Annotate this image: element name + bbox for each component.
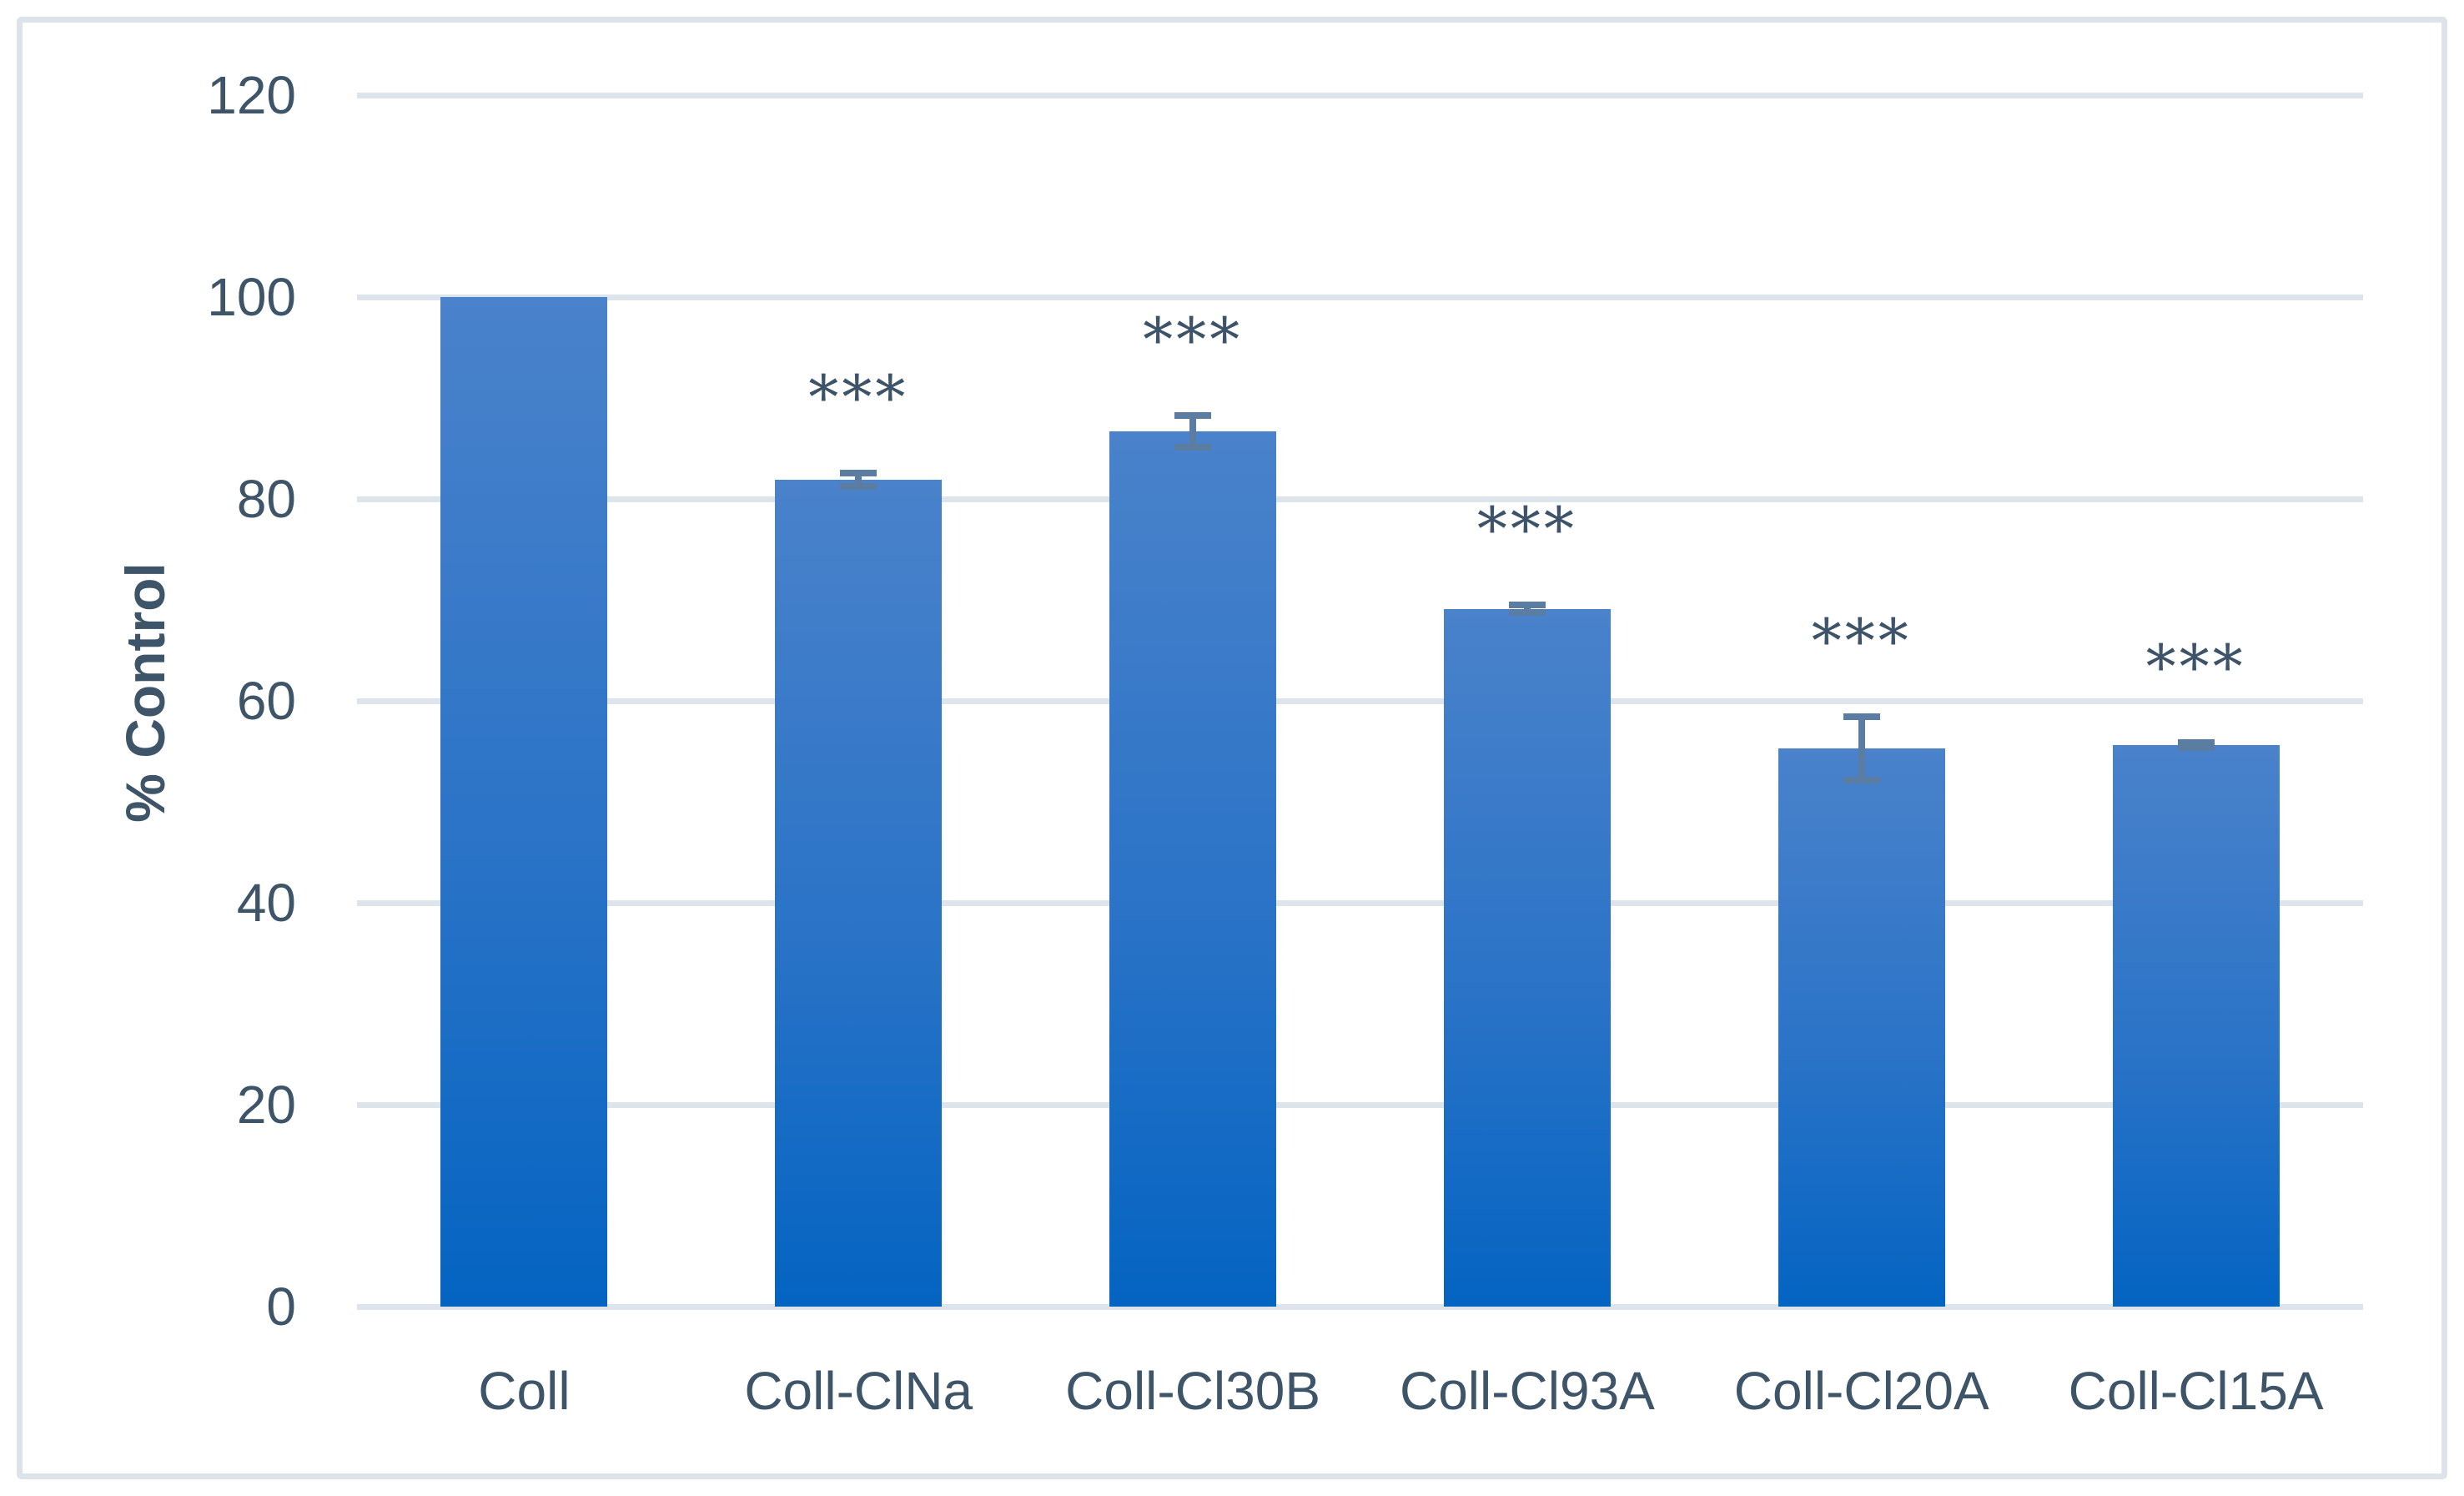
error-bar-Coll-Cl93A [1508, 602, 1546, 617]
gridline-40 [357, 899, 2363, 906]
x-tick-label-Coll: Coll [478, 1361, 571, 1421]
x-tick-label-Coll-Cl20A: Coll-Cl20A [1733, 1361, 1989, 1421]
x-tick-label-Coll-Cl30B: Coll-Cl30B [1065, 1361, 1320, 1421]
x-tick-label-Coll-Cl93A: Coll-Cl93A [1399, 1361, 1655, 1421]
y-tick-label-60: 60 [236, 671, 296, 731]
error-cap-top [1843, 713, 1880, 720]
y-tick-label-100: 100 [207, 267, 296, 327]
error-cap-bottom [840, 483, 877, 491]
bar-Coll-Cl93A [1443, 608, 1611, 1307]
error-stem [855, 469, 862, 491]
error-cap-bottom [2177, 744, 2215, 752]
error-cap-bottom [1174, 443, 1212, 451]
bar-Coll [440, 297, 608, 1307]
chart-outer-border [17, 17, 2447, 1479]
error-cap-bottom [1843, 777, 1880, 784]
gridline-0 [357, 1303, 2363, 1310]
significance-stars-Coll-Cl20A: *** [1811, 605, 1912, 676]
significance-stars-Coll-Cl30B: *** [1143, 304, 1244, 375]
y-tick-label-80: 80 [236, 469, 296, 529]
significance-stars-Coll-Cl93A: *** [1476, 494, 1577, 565]
error-stem [1189, 411, 1197, 451]
error-cap-bottom [1508, 609, 1546, 617]
error-stem [1858, 713, 1865, 784]
gridline-80 [357, 496, 2363, 502]
y-tick-label-120: 120 [207, 65, 296, 125]
x-tick-label-Coll-Cl15A: Coll-Cl15A [2068, 1361, 2324, 1421]
gridline-120 [357, 92, 2363, 98]
y-tick-label-0: 0 [266, 1277, 296, 1337]
gridline-60 [357, 698, 2363, 704]
y-tick-label-40: 40 [236, 873, 296, 933]
bar-Coll-ClNa [775, 480, 943, 1307]
bar-Coll-Cl30B [1109, 431, 1277, 1307]
y-axis-title: % Control [114, 562, 176, 823]
error-stem [1523, 602, 1531, 617]
error-cap-top [1508, 602, 1546, 609]
bar-Coll-Cl20A [1778, 748, 1945, 1307]
significance-stars-Coll-ClNa: *** [808, 361, 909, 432]
error-bar-Coll-Cl20A [1843, 713, 1880, 784]
bar-Coll-Cl15A [2112, 745, 2280, 1307]
error-bar-Coll-Cl30B [1174, 411, 1212, 451]
error-cap-top [840, 469, 877, 476]
error-cap-top [1174, 411, 1212, 419]
y-tick-label-20: 20 [236, 1075, 296, 1135]
significance-stars-Coll-Cl15A: *** [2145, 631, 2246, 702]
error-bar-Coll-Cl15A [2177, 738, 2215, 752]
error-bar-Coll-ClNa [840, 469, 877, 491]
error-cap-top [2177, 738, 2215, 746]
gridline-20 [357, 1101, 2363, 1108]
x-tick-label-Coll-ClNa: Coll-ClNa [744, 1361, 973, 1421]
gridline-100 [357, 294, 2363, 300]
